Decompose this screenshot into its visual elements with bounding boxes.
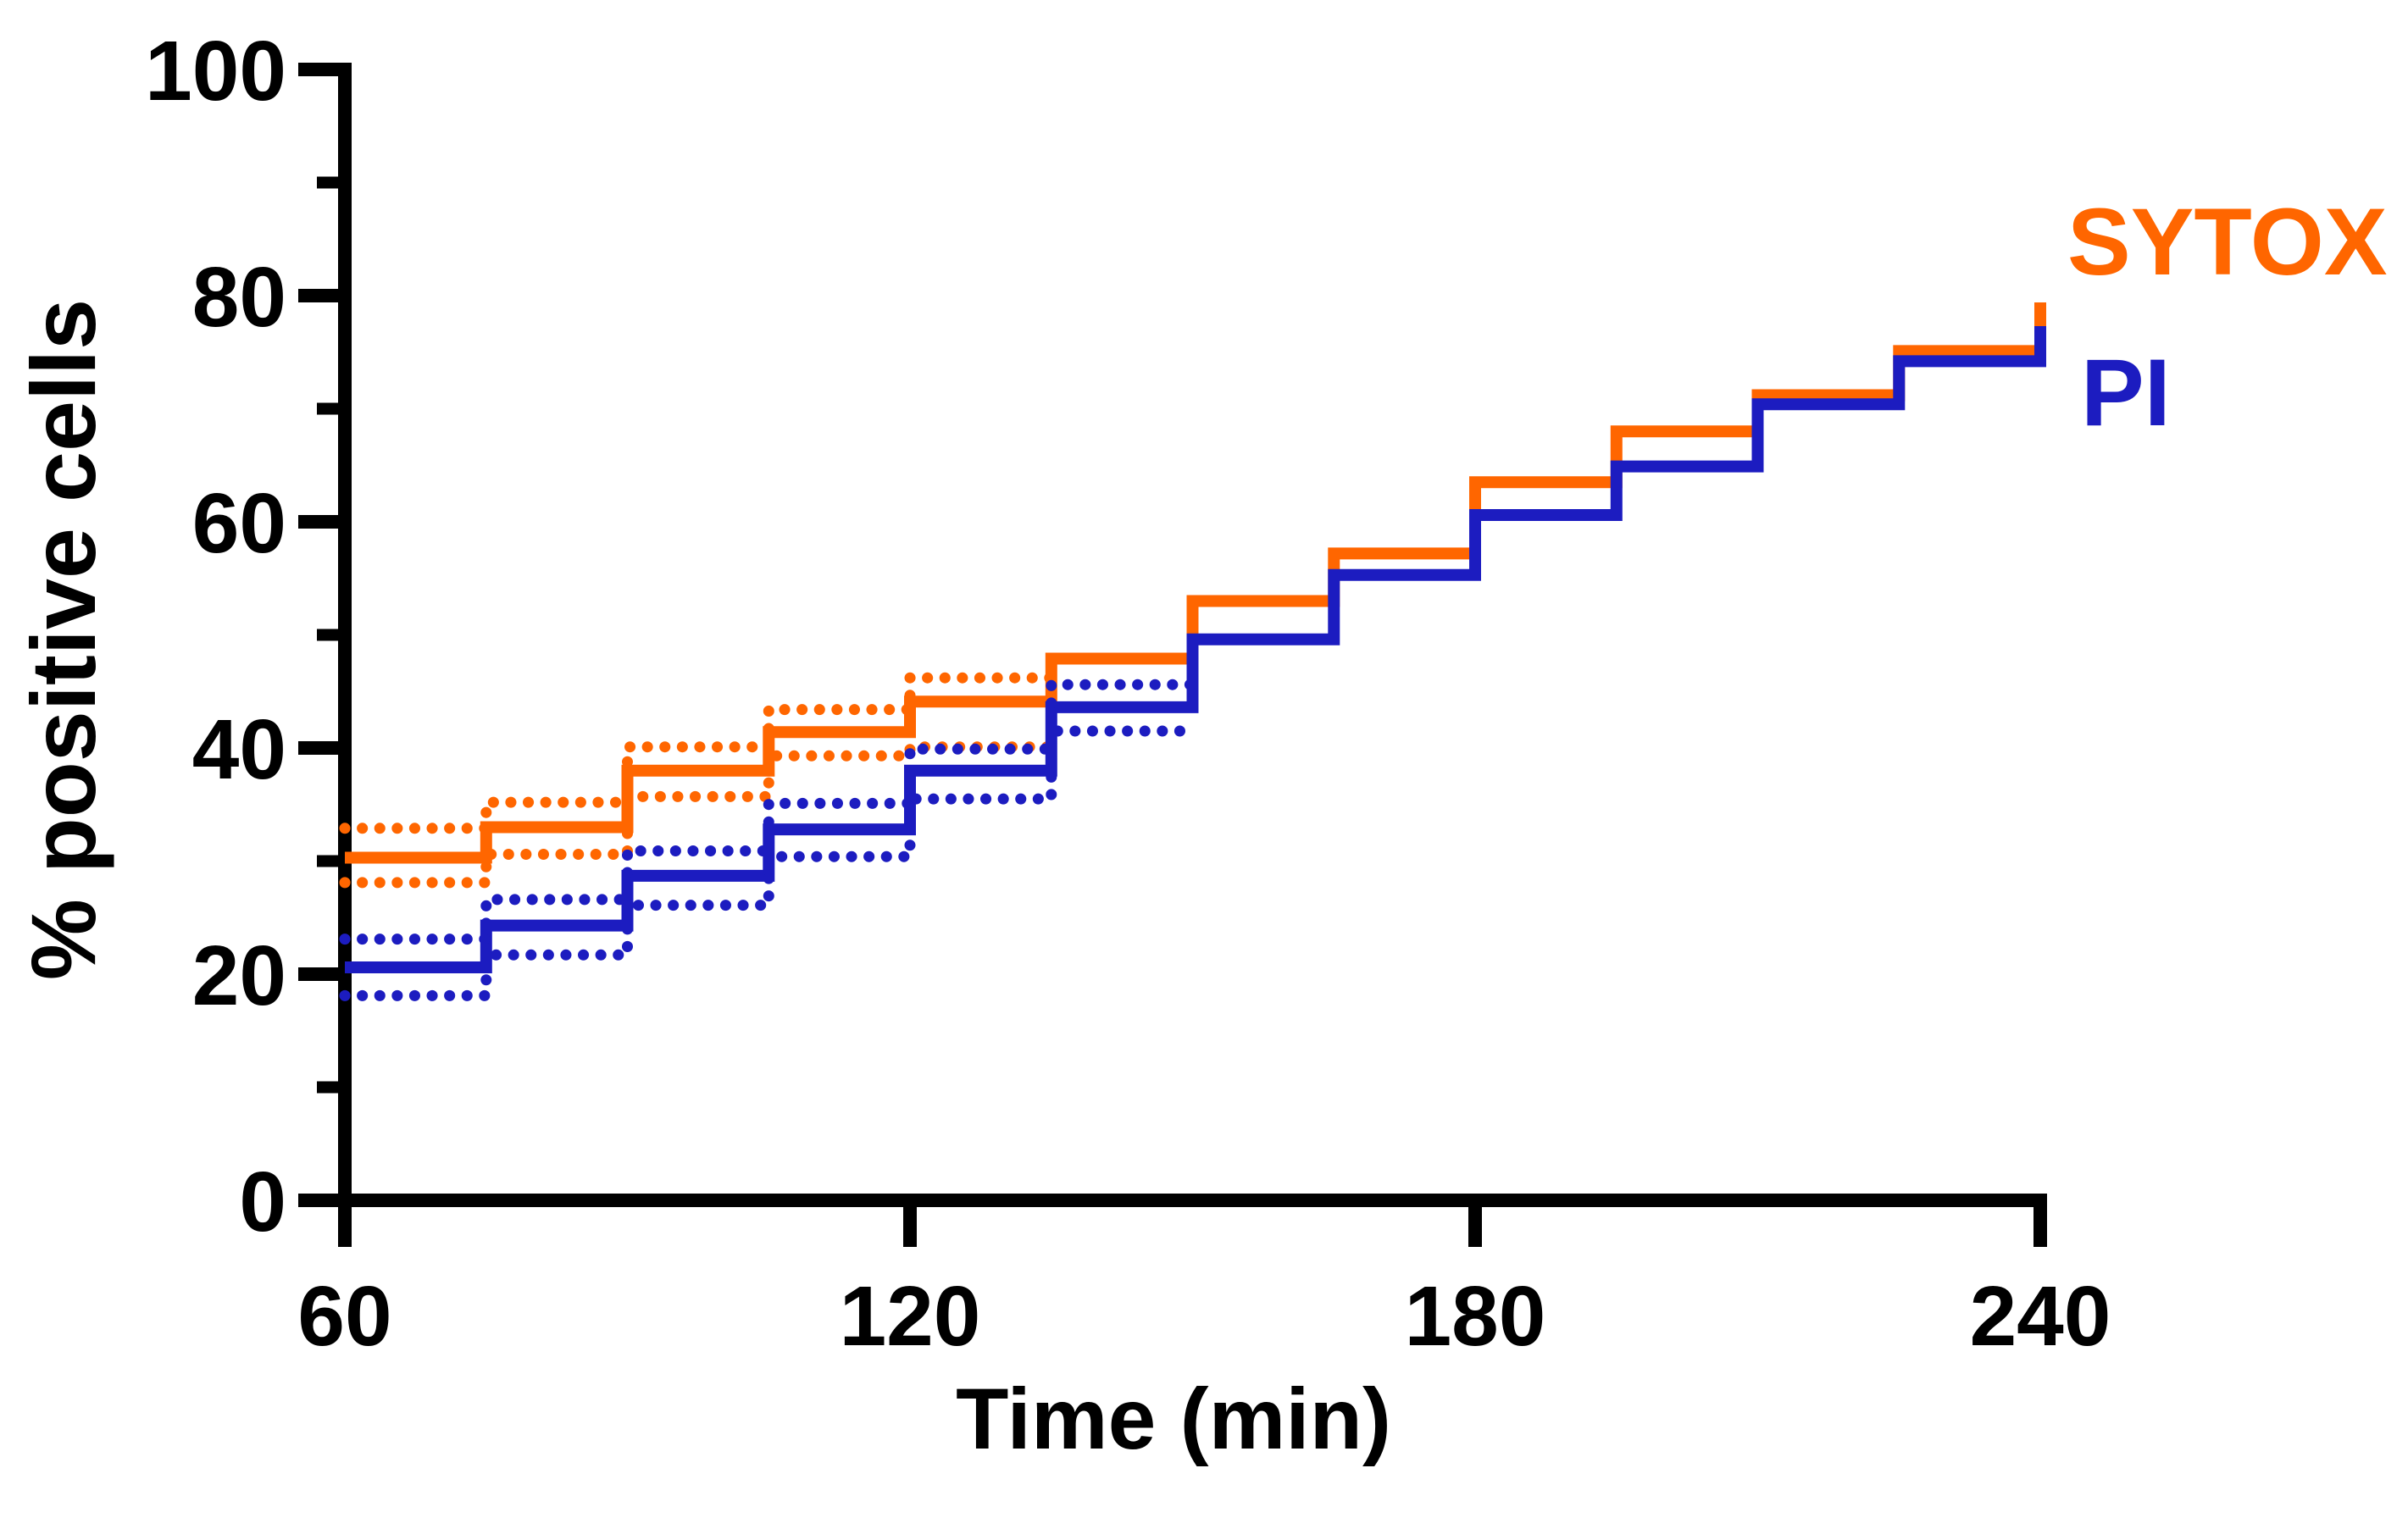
x-axis-title: Time (min): [956, 1371, 1391, 1467]
y-minor-tick: [317, 855, 338, 867]
x-axis-spine: [338, 1194, 2047, 1207]
y-minor-tick: [317, 402, 338, 415]
x-major-tick: [338, 1207, 352, 1247]
y-major-tick: [298, 1194, 338, 1207]
x-tick-label: 120: [840, 1269, 981, 1364]
y-tick-label: 40: [192, 702, 286, 797]
x-major-tick: [1468, 1207, 1482, 1247]
x-major-tick: [2033, 1207, 2047, 1247]
legend-label-pi: PI: [2081, 340, 2171, 446]
y-minor-tick: [317, 629, 338, 641]
series-path-pi_mean: [345, 326, 2046, 973]
y-tick-label: 0: [239, 1155, 286, 1249]
y-major-tick: [298, 289, 338, 302]
y-tick-label: 20: [192, 928, 286, 1023]
y-minor-tick: [317, 176, 338, 189]
x-tick-label: 180: [1405, 1269, 1546, 1364]
series-path-sytox_mean: [345, 302, 2046, 864]
series-path-pi_sd_lower: [339, 725, 1198, 1001]
y-major-tick: [298, 967, 338, 981]
y-major-tick: [298, 63, 338, 76]
y-tick-label: 60: [192, 476, 286, 571]
y-tick-label: 80: [192, 250, 286, 345]
y-major-tick: [298, 515, 338, 529]
legend-label-sytox: SYTOX: [2067, 189, 2388, 295]
x-major-tick: [903, 1207, 917, 1247]
y-axis-spine: [338, 63, 352, 1207]
y-axis-title: % positive cells: [12, 298, 114, 981]
x-tick-label: 240: [1970, 1269, 2111, 1364]
y-major-tick: [298, 741, 338, 755]
x-tick-label: 60: [297, 1269, 391, 1364]
series-path-sytox_sd_upper: [339, 672, 1057, 834]
y-tick-label: 100: [145, 24, 286, 119]
y-minor-tick: [317, 1081, 338, 1094]
